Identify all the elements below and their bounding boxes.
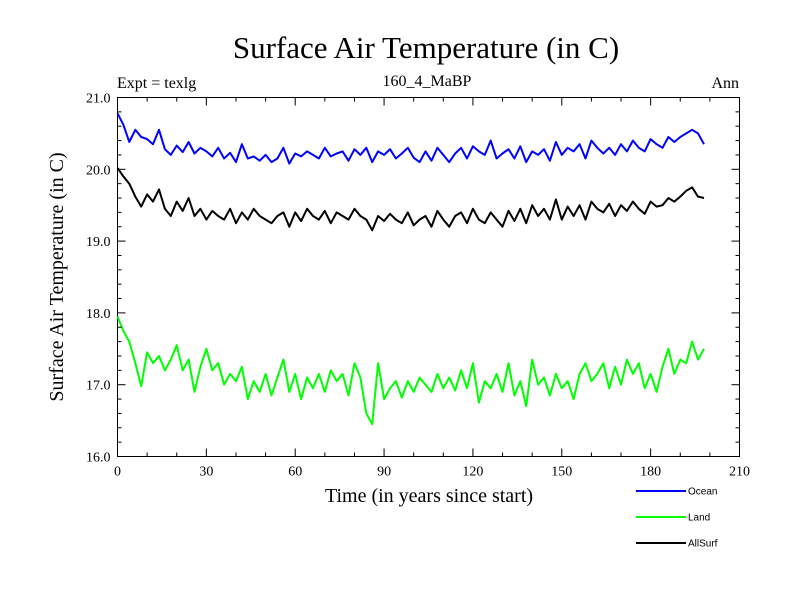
y-tick-label: 19.0 (86, 235, 111, 250)
series-line-land (116, 316, 705, 426)
x-tick-label: 210 (729, 465, 750, 480)
y-tick-label: 21.0 (86, 92, 111, 107)
y-tick-label: 20.0 (86, 163, 111, 178)
chart-title: Surface Air Temperature (in C) (233, 30, 619, 65)
x-axis-label: Time (in years since start) (325, 485, 533, 507)
x-tick-label: 0 (114, 465, 121, 480)
x-tick-label: 120 (462, 465, 483, 480)
experiment-label: Expt = texlg (117, 75, 196, 92)
plot-frame (117, 97, 740, 457)
experiment-period: 160_4_MaBP (383, 73, 472, 90)
averaging-label: Ann (711, 75, 739, 92)
series-layer (116, 112, 705, 426)
y-axis-label: Surface Air Temperature (in C) (46, 152, 68, 401)
x-axis-ticks: 0 30 60 90 120 150 180 210 (114, 97, 750, 480)
legend-label-allsurf: AllSurf (688, 539, 718, 550)
legend-label-land: Land (688, 513, 710, 524)
y-axis-ticks: 16.0 17.0 18.0 19.0 20.0 21.0 (86, 92, 740, 466)
series-line-allsurf (116, 167, 705, 232)
legend-label-ocean: Ocean (688, 487, 717, 498)
series-line-ocean (116, 112, 705, 165)
y-tick-label: 17.0 (86, 379, 111, 394)
legend: Ocean Land AllSurf (636, 487, 718, 550)
x-tick-label: 180 (640, 465, 661, 480)
x-tick-label: 30 (199, 465, 213, 480)
x-tick-label: 60 (288, 465, 302, 480)
y-tick-label: 18.0 (86, 307, 111, 322)
y-tick-label: 16.0 (86, 451, 111, 466)
x-tick-label: 150 (551, 465, 572, 480)
x-tick-label: 90 (377, 465, 391, 480)
